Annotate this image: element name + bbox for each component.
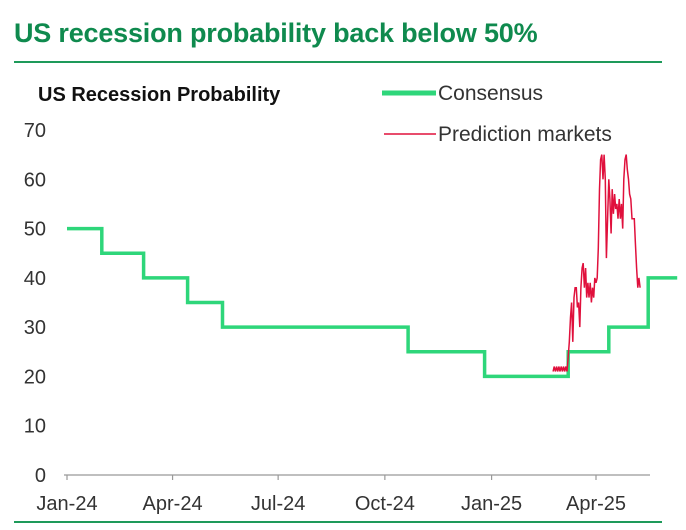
x-tick-label: Apr-25 <box>566 493 626 515</box>
legend: Consensus Prediction markets <box>382 82 612 146</box>
consensus-line <box>67 226 678 379</box>
x-tick-label: Oct-24 <box>355 493 415 515</box>
y-axis-ticks: 0 10 20 30 40 50 60 70 <box>24 120 46 487</box>
footer-rule <box>14 521 662 523</box>
x-tick-label: Jul-24 <box>251 493 305 515</box>
y-tick-label: 10 <box>24 416 46 438</box>
y-tick-label: 40 <box>24 268 46 290</box>
chart-title: US Recession Probability <box>38 84 281 106</box>
y-tick-label: 70 <box>24 120 46 142</box>
headline-rule <box>14 61 662 63</box>
series-lines <box>67 154 678 379</box>
y-tick-label: 30 <box>24 317 46 339</box>
y-tick-label: 0 <box>35 465 46 487</box>
legend-label-prediction: Prediction markets <box>438 123 612 146</box>
legend-label-consensus: Consensus <box>438 82 543 105</box>
y-tick-label: 50 <box>24 219 46 241</box>
y-tick-label: 60 <box>24 169 46 191</box>
x-tick-label: Apr-24 <box>143 493 203 515</box>
prediction-markets-line <box>552 154 641 372</box>
y-tick-label: 20 <box>24 366 46 388</box>
x-tick-label: Jan-25 <box>461 493 522 515</box>
headline: US recession probability back below 50% <box>14 18 538 48</box>
x-axis-ticks: Jan-24 Apr-24 Jul-24 Oct-24 Jan-25 Apr-25 <box>36 475 626 515</box>
x-tick-label: Jan-24 <box>36 493 97 515</box>
